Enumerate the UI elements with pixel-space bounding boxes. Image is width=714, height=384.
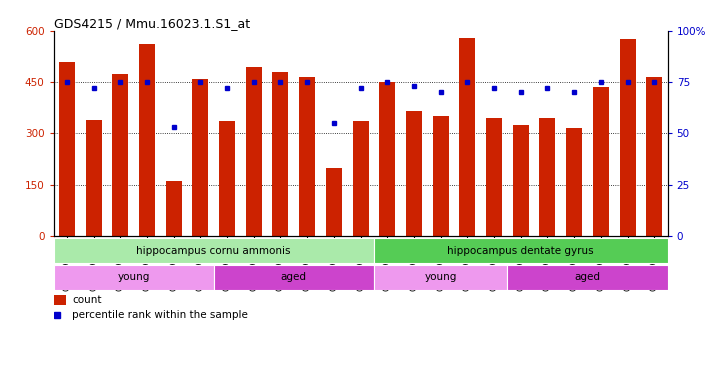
Text: young: young [425, 272, 457, 283]
Text: percentile rank within the sample: percentile rank within the sample [72, 310, 248, 320]
Bar [54, 265, 213, 290]
Bar [166, 181, 181, 236]
Bar [219, 121, 235, 236]
Bar [379, 82, 396, 236]
Bar [54, 238, 374, 263]
Bar [59, 61, 75, 236]
Bar [374, 265, 508, 290]
Bar [508, 265, 668, 290]
Bar [112, 73, 129, 236]
Bar [273, 72, 288, 236]
Bar [486, 118, 502, 236]
Bar [374, 238, 668, 263]
Bar [86, 120, 101, 236]
Text: hippocampus cornu ammonis: hippocampus cornu ammonis [136, 245, 291, 256]
Bar [566, 128, 582, 236]
Bar [299, 77, 315, 236]
Bar [433, 116, 448, 236]
Text: young: young [118, 272, 150, 283]
Bar [139, 45, 155, 236]
Bar [213, 265, 374, 290]
Bar [246, 67, 262, 236]
Bar [513, 125, 529, 236]
Bar [192, 79, 208, 236]
Bar [326, 168, 342, 236]
Bar [353, 121, 368, 236]
Bar [593, 87, 609, 236]
Text: hippocampus dentate gyrus: hippocampus dentate gyrus [448, 245, 594, 256]
Text: aged: aged [575, 272, 600, 283]
Bar [406, 111, 422, 236]
Bar [646, 77, 663, 236]
Text: aged: aged [281, 272, 307, 283]
Bar [540, 118, 555, 236]
Bar [459, 38, 476, 236]
Text: GDS4215 / Mmu.16023.1.S1_at: GDS4215 / Mmu.16023.1.S1_at [54, 17, 250, 30]
Bar [620, 39, 635, 236]
Bar [54, 295, 66, 305]
Text: count: count [72, 295, 101, 305]
